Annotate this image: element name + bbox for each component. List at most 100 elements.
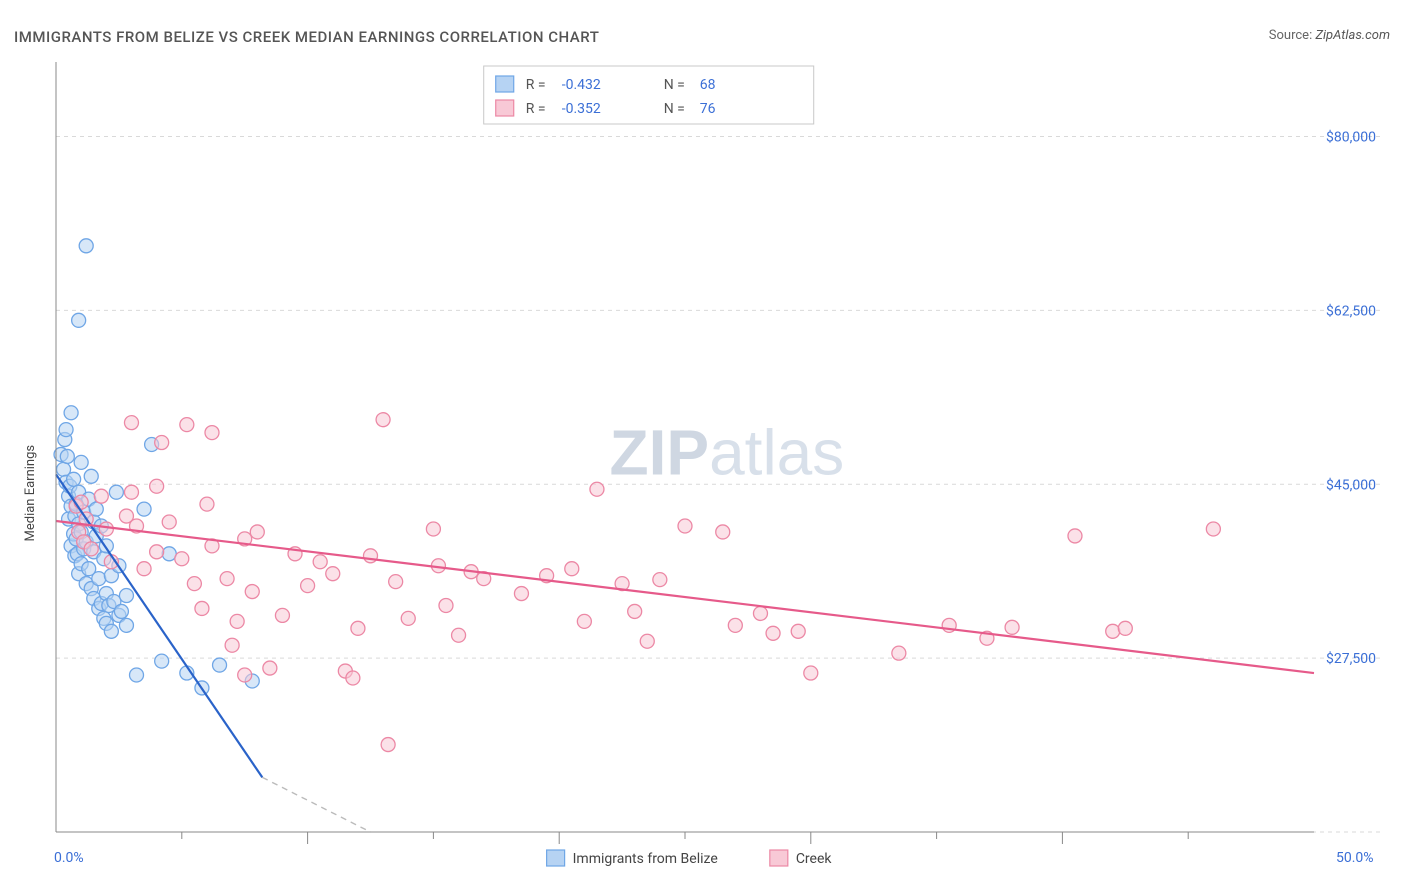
data-point (728, 618, 742, 632)
legend-r-label: R = (526, 77, 546, 93)
data-point (205, 426, 219, 440)
data-point (716, 525, 730, 539)
data-point (230, 614, 244, 628)
data-point (225, 638, 239, 652)
data-point (1106, 624, 1120, 638)
data-point (250, 525, 264, 539)
data-point (60, 449, 74, 463)
data-point (137, 562, 151, 576)
data-point (124, 416, 138, 430)
data-point (64, 406, 78, 420)
data-point (376, 413, 390, 427)
legend-series-label: Immigrants from Belize (573, 851, 718, 867)
data-point (84, 469, 98, 483)
data-point (162, 515, 176, 529)
chart-title: IMMIGRANTS FROM BELIZE VS CREEK MEDIAN E… (14, 28, 599, 46)
data-point (119, 589, 133, 603)
data-point (67, 472, 81, 486)
data-point (678, 519, 692, 533)
source-attribution: Source: ZipAtlas.com (1269, 28, 1390, 43)
data-point (92, 572, 106, 586)
data-point (326, 567, 340, 581)
data-point (155, 436, 169, 450)
data-point (213, 658, 227, 672)
data-point (220, 572, 234, 586)
data-point (1118, 621, 1132, 635)
scatter-chart-svg: ZIPatlas$27,500$45,000$62,500$80,0000.0%… (14, 56, 1390, 876)
data-point (130, 668, 144, 682)
data-point (565, 562, 579, 576)
data-point (124, 485, 138, 499)
data-point (104, 624, 118, 638)
data-point (114, 604, 128, 618)
data-point (175, 552, 189, 566)
data-point (1206, 522, 1220, 536)
y-tick-label: $27,500 (1326, 650, 1376, 667)
legend-swatch (547, 850, 565, 866)
data-point (389, 575, 403, 589)
data-point (84, 542, 98, 556)
data-point (439, 598, 453, 612)
chart-area: ZIPatlas$27,500$45,000$62,500$80,0000.0%… (14, 56, 1390, 877)
legend-r-label: R = (526, 101, 546, 117)
legend-n-label: N = (664, 101, 685, 117)
data-point (162, 547, 176, 561)
data-point (577, 614, 591, 628)
y-axis-title: Median Earnings (23, 445, 38, 542)
data-point (245, 585, 259, 599)
data-point (892, 646, 906, 660)
y-tick-label: $62,500 (1326, 302, 1376, 319)
data-point (137, 502, 151, 516)
data-point (180, 418, 194, 432)
data-point (514, 587, 528, 601)
x-axis-min-label: 0.0% (54, 850, 84, 866)
legend-r-value: -0.352 (562, 101, 601, 117)
data-point (401, 611, 415, 625)
data-point (275, 608, 289, 622)
data-point (426, 522, 440, 536)
data-point (351, 621, 365, 635)
data-point (119, 618, 133, 632)
data-point (263, 661, 277, 675)
legend-swatch (496, 76, 514, 92)
legend-r-value: -0.432 (562, 77, 601, 93)
legend-swatch (496, 100, 514, 116)
data-point (452, 628, 466, 642)
data-point (72, 313, 86, 327)
data-point (640, 634, 654, 648)
legend-n-label: N = (664, 77, 685, 93)
data-point (79, 239, 93, 253)
data-point (791, 624, 805, 638)
data-point (301, 579, 315, 593)
data-point (109, 485, 123, 499)
watermark: ZIPatlas (610, 416, 845, 488)
data-point (99, 522, 113, 536)
legend-n-value: 76 (700, 101, 716, 117)
data-point (753, 606, 767, 620)
data-point (628, 604, 642, 618)
legend-n-value: 68 (700, 77, 716, 93)
data-point (1068, 529, 1082, 543)
source-label: Source: (1269, 28, 1312, 43)
legend-series-label: Creek (796, 851, 833, 867)
data-point (187, 577, 201, 591)
x-axis-max-label: 50.0% (1336, 850, 1374, 866)
data-point (195, 601, 209, 615)
data-point (346, 671, 360, 685)
data-point (653, 573, 667, 587)
data-point (238, 668, 252, 682)
data-point (150, 545, 164, 559)
legend-swatch (770, 850, 788, 866)
data-point (381, 738, 395, 752)
data-point (200, 497, 214, 511)
data-point (94, 489, 108, 503)
data-point (59, 423, 73, 437)
data-point (313, 555, 327, 569)
source-value: ZipAtlas.com (1315, 28, 1390, 43)
data-point (766, 626, 780, 640)
data-point (590, 482, 604, 496)
data-point (155, 654, 169, 668)
data-point (74, 455, 88, 469)
y-tick-label: $45,000 (1326, 476, 1376, 493)
data-point (1005, 620, 1019, 634)
